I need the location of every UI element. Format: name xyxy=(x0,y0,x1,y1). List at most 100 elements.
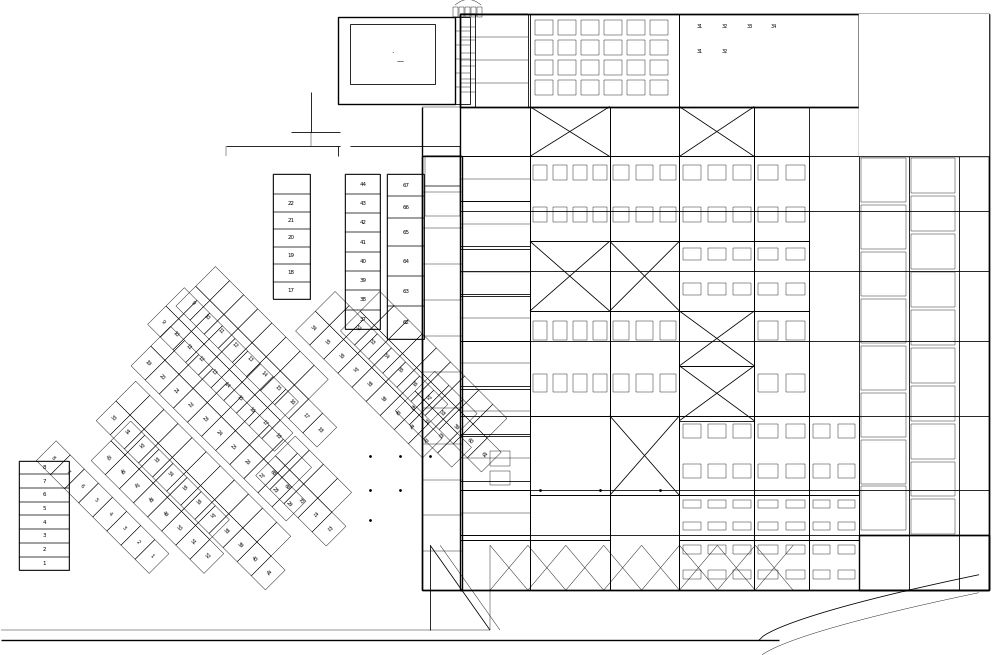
Bar xyxy=(272,229,309,247)
Bar xyxy=(490,470,510,485)
Bar xyxy=(733,500,751,508)
Bar xyxy=(759,208,778,222)
Text: 7: 7 xyxy=(65,469,70,475)
Bar xyxy=(636,374,653,392)
Text: 39: 39 xyxy=(379,395,387,403)
Bar xyxy=(859,14,989,107)
Bar xyxy=(708,283,726,295)
Bar xyxy=(680,366,755,421)
Bar xyxy=(610,495,680,590)
Text: 52: 52 xyxy=(353,324,361,332)
Bar xyxy=(535,40,553,55)
Text: ·: · xyxy=(391,49,394,58)
Bar xyxy=(530,311,610,416)
Bar xyxy=(786,322,805,340)
Bar xyxy=(19,460,69,474)
Bar xyxy=(708,546,726,554)
Bar xyxy=(813,546,831,554)
Bar xyxy=(733,165,751,179)
Bar xyxy=(477,7,482,17)
Bar xyxy=(759,248,778,261)
Text: 68: 68 xyxy=(268,469,276,477)
Text: 40: 40 xyxy=(359,259,367,264)
Bar xyxy=(535,20,553,35)
Text: 4: 4 xyxy=(43,520,46,525)
Bar xyxy=(425,187,460,216)
Bar xyxy=(573,165,587,179)
Bar xyxy=(786,464,805,477)
Bar xyxy=(911,462,955,496)
Text: 60: 60 xyxy=(467,437,475,445)
Bar xyxy=(19,543,69,557)
Bar xyxy=(683,283,701,295)
Bar xyxy=(19,557,69,571)
Bar xyxy=(345,290,380,310)
Bar xyxy=(733,571,751,579)
Bar xyxy=(837,546,855,554)
Bar xyxy=(786,283,805,295)
Text: 6: 6 xyxy=(43,493,46,497)
Bar xyxy=(680,241,755,311)
Bar xyxy=(636,208,653,222)
Bar xyxy=(680,311,755,366)
Bar xyxy=(911,272,955,307)
Text: 56: 56 xyxy=(410,381,418,388)
Bar xyxy=(553,208,567,222)
Bar xyxy=(683,571,701,579)
Bar xyxy=(755,157,810,241)
Bar xyxy=(861,346,906,390)
Bar xyxy=(610,241,680,311)
Text: 3: 3 xyxy=(43,533,46,538)
Text: 18: 18 xyxy=(287,271,294,275)
Bar xyxy=(593,374,607,392)
Bar xyxy=(680,157,755,241)
Bar xyxy=(755,495,810,540)
Bar xyxy=(530,241,610,311)
Text: 38: 38 xyxy=(359,297,367,303)
Bar xyxy=(861,487,906,531)
Bar xyxy=(911,348,955,383)
Bar xyxy=(530,14,680,107)
Text: 72: 72 xyxy=(325,525,333,533)
Text: 11: 11 xyxy=(184,343,192,351)
Bar xyxy=(759,374,778,392)
Bar xyxy=(465,7,470,17)
Text: 19: 19 xyxy=(145,359,152,367)
Text: 17: 17 xyxy=(302,412,310,420)
Text: 45: 45 xyxy=(104,454,112,462)
Bar xyxy=(272,282,309,299)
Text: 40: 40 xyxy=(393,409,401,417)
Bar xyxy=(837,571,855,579)
Bar xyxy=(581,20,599,35)
Bar xyxy=(911,500,955,534)
Bar xyxy=(553,165,567,179)
Bar xyxy=(460,14,859,107)
Bar xyxy=(759,523,778,531)
Text: 37: 37 xyxy=(359,317,367,322)
Bar xyxy=(708,208,726,222)
Bar xyxy=(813,523,831,531)
Text: 44: 44 xyxy=(359,181,367,187)
Bar xyxy=(660,208,676,222)
Bar xyxy=(573,208,587,222)
Bar xyxy=(272,264,309,282)
Text: 27: 27 xyxy=(257,472,265,480)
Text: 34: 34 xyxy=(166,470,173,478)
Bar xyxy=(604,20,622,35)
Bar xyxy=(460,107,989,590)
Text: —: — xyxy=(397,59,404,65)
Text: 42: 42 xyxy=(422,437,430,445)
Bar xyxy=(810,540,859,590)
Bar xyxy=(387,218,424,246)
Text: 48: 48 xyxy=(147,496,155,504)
Text: 31: 31 xyxy=(124,428,132,436)
Bar xyxy=(683,546,701,554)
Bar xyxy=(786,523,805,531)
Text: 15: 15 xyxy=(273,384,281,392)
Text: 33: 33 xyxy=(152,456,160,464)
Bar xyxy=(911,159,955,193)
Bar xyxy=(272,212,309,229)
Bar xyxy=(708,165,726,179)
Bar xyxy=(604,60,622,75)
Text: 20: 20 xyxy=(159,373,166,381)
